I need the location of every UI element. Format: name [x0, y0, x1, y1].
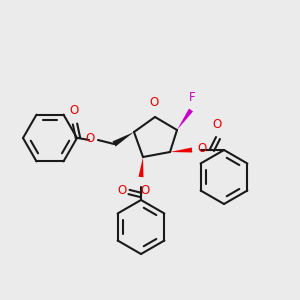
Polygon shape: [139, 157, 143, 177]
Polygon shape: [112, 132, 134, 147]
Text: O: O: [149, 96, 159, 109]
Text: F: F: [189, 91, 195, 104]
Text: O: O: [117, 184, 127, 197]
Text: O: O: [140, 184, 150, 197]
Text: O: O: [212, 118, 222, 131]
Polygon shape: [170, 148, 192, 152]
Text: O: O: [85, 133, 94, 146]
Polygon shape: [177, 109, 193, 130]
Text: O: O: [69, 104, 79, 117]
Text: O: O: [197, 142, 206, 155]
